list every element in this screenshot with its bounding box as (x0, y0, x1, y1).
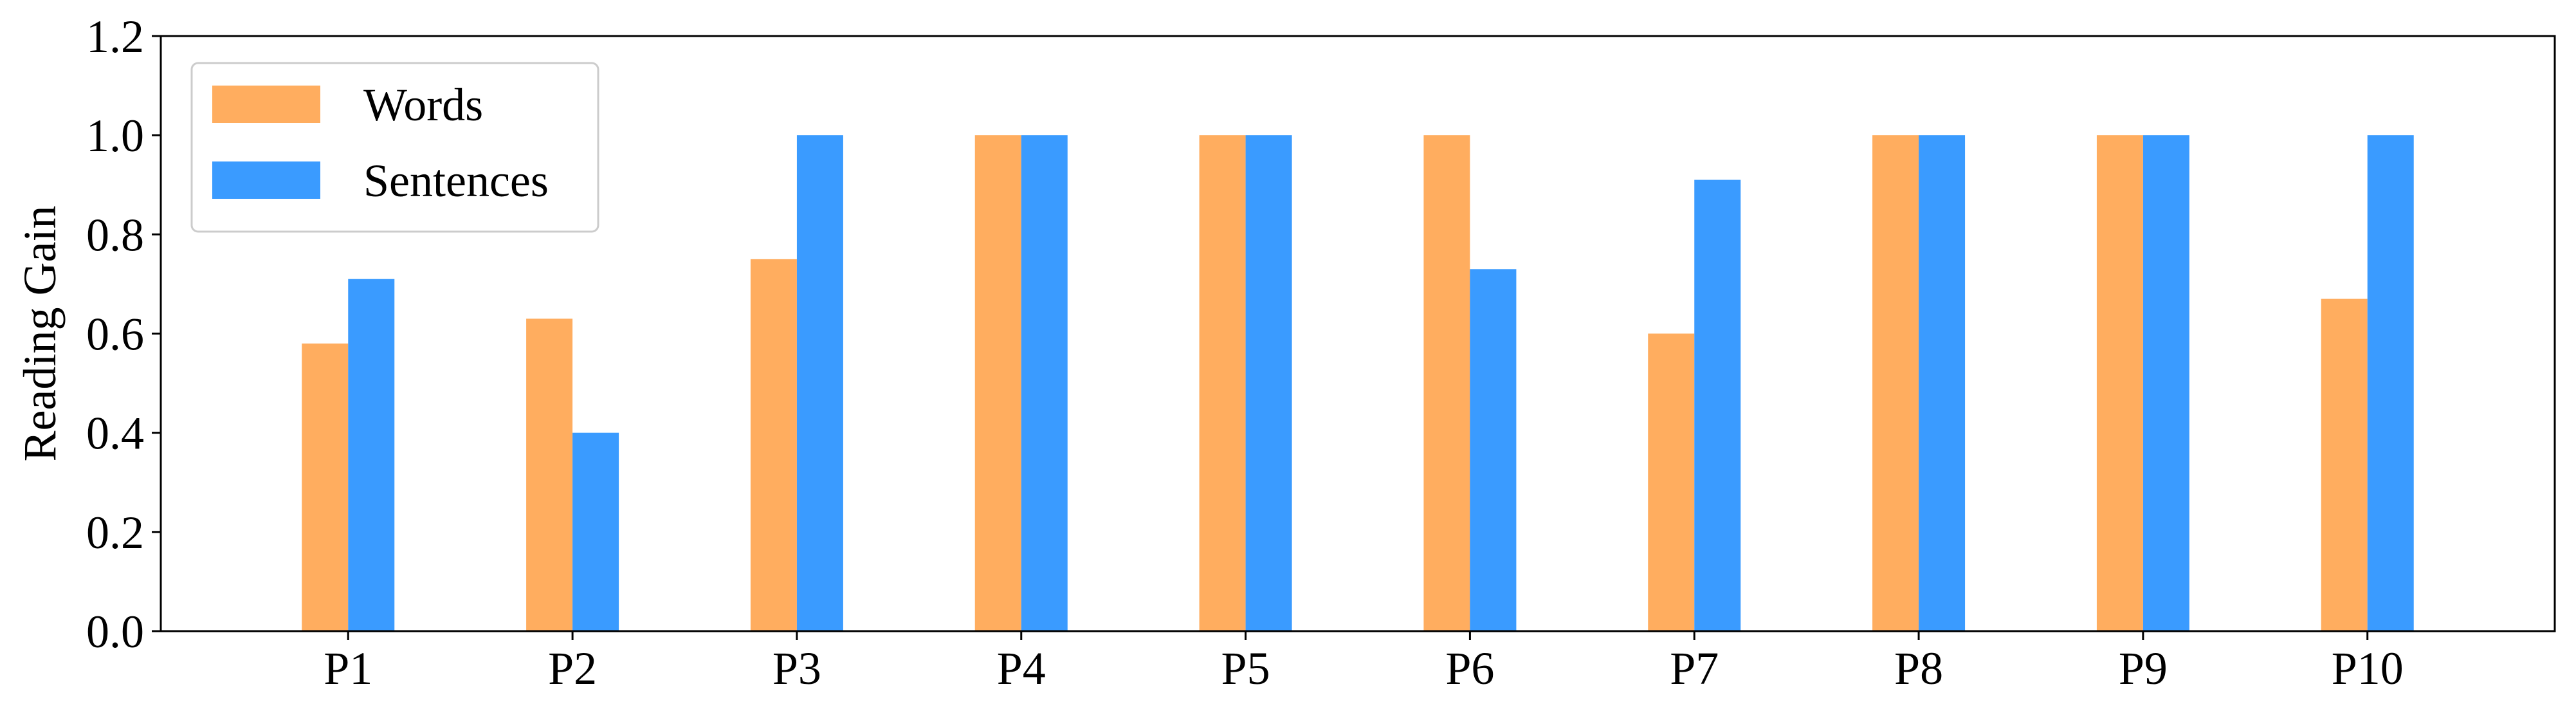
bar-words-p6 (1423, 135, 1470, 631)
y-tick-label: 0.8 (86, 209, 144, 261)
x-tick-label: P2 (548, 643, 597, 694)
bar-sentences-p5 (1245, 135, 1292, 631)
x-tick-label: P5 (1221, 643, 1270, 694)
bar-sentences-p2 (572, 432, 619, 631)
y-tick-label: 0.4 (86, 408, 144, 459)
x-tick-label: P9 (2119, 643, 2168, 694)
legend-swatch-words (212, 86, 320, 123)
bar-sentences-p10 (2367, 135, 2414, 631)
legend-swatch-sentences (212, 161, 320, 199)
bars (302, 135, 2414, 632)
x-tick-label: P6 (1445, 643, 1494, 694)
bar-sentences-p6 (1470, 269, 1517, 632)
y-tick-label: 0.6 (86, 309, 144, 360)
legend-label-words: Words (363, 79, 483, 131)
x-tick-label: P4 (997, 643, 1046, 694)
x-tick-label: P8 (1894, 643, 1943, 694)
legend-label-sentences: Sentences (363, 155, 549, 207)
bar-sentences-p1 (348, 279, 395, 631)
x-tick-label: P7 (1670, 643, 1719, 694)
plot-frame (160, 35, 2556, 632)
bar-sentences-p3 (796, 135, 843, 631)
bar-words-p7 (1648, 333, 1695, 631)
bar-words-p3 (750, 259, 797, 631)
bar-words-p4 (974, 135, 1021, 631)
legend: Words Sentences (190, 62, 599, 233)
x-tick-label: P1 (324, 643, 372, 694)
x-tick-label: P3 (772, 643, 821, 694)
x-tick-label: P10 (2332, 643, 2404, 694)
y-axis-title: Reading Gain (14, 206, 66, 462)
bar-words-p5 (1199, 135, 1246, 631)
bar-words-p10 (2321, 299, 2368, 632)
x-axis-ticks: P1 P2 P3 P4 P5 P6 P7 P8 P9 P10 (324, 631, 2404, 694)
y-tick-label: 0.2 (86, 507, 144, 558)
bar-sentences-p9 (2142, 135, 2189, 631)
y-tick-label: 0.0 (86, 606, 144, 658)
bar-words-p8 (1872, 135, 1919, 631)
bar-sentences-p4 (1021, 135, 1068, 631)
bar-sentences-p7 (1694, 180, 1741, 632)
bar-words-p1 (302, 343, 349, 631)
y-tick-label: 1.2 (86, 11, 144, 62)
y-tick-label: 1.0 (86, 110, 144, 161)
bar-words-p9 (2096, 135, 2143, 631)
bar-sentences-p8 (1919, 135, 1966, 631)
y-axis-ticks: 0.0 0.2 0.4 0.6 0.8 1.0 1.2 (86, 11, 161, 658)
bar-words-p2 (526, 318, 573, 631)
